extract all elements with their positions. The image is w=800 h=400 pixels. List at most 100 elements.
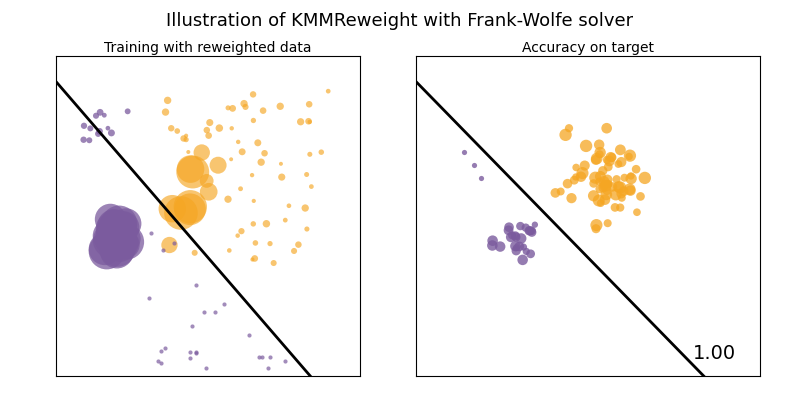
- Point: [106, 228, 119, 235]
- Point: [468, 162, 481, 168]
- Point: [209, 309, 222, 315]
- Point: [509, 233, 522, 239]
- Point: [158, 344, 171, 351]
- Point: [171, 128, 184, 134]
- Point: [601, 176, 614, 183]
- Point: [78, 122, 90, 129]
- Point: [594, 173, 606, 180]
- Point: [225, 156, 238, 162]
- Point: [200, 178, 213, 184]
- Point: [195, 149, 208, 156]
- Point: [598, 196, 611, 203]
- Point: [236, 148, 249, 155]
- Point: [502, 224, 515, 230]
- Point: [526, 228, 538, 234]
- Point: [458, 149, 470, 155]
- Point: [529, 222, 542, 228]
- Point: [604, 154, 617, 160]
- Point: [623, 152, 636, 159]
- Point: [601, 181, 614, 187]
- Point: [587, 180, 600, 187]
- Point: [594, 186, 606, 192]
- Point: [305, 183, 318, 190]
- Point: [246, 91, 259, 98]
- Point: [163, 242, 176, 248]
- Point: [526, 229, 538, 236]
- Point: [299, 205, 312, 211]
- Point: [625, 175, 638, 182]
- Point: [514, 235, 527, 242]
- Point: [247, 221, 260, 227]
- Point: [514, 223, 526, 229]
- Point: [292, 242, 305, 248]
- Point: [212, 162, 225, 168]
- Point: [254, 159, 267, 165]
- Point: [612, 161, 625, 167]
- Point: [102, 233, 115, 239]
- Point: [597, 184, 610, 191]
- Point: [116, 240, 129, 247]
- Point: [624, 188, 637, 194]
- Point: [98, 246, 111, 252]
- Point: [93, 128, 106, 134]
- Point: [100, 248, 113, 254]
- Point: [559, 132, 572, 138]
- Point: [279, 217, 292, 223]
- Point: [105, 225, 118, 232]
- Point: [110, 232, 123, 238]
- Point: [253, 354, 266, 360]
- Point: [576, 170, 589, 176]
- Point: [166, 206, 178, 212]
- Point: [601, 187, 614, 194]
- Point: [494, 243, 506, 250]
- Point: [117, 222, 130, 228]
- Point: [516, 257, 529, 263]
- Point: [578, 162, 591, 169]
- Point: [587, 192, 600, 199]
- Point: [152, 358, 165, 364]
- Point: [502, 227, 515, 234]
- Point: [520, 248, 533, 254]
- Point: [602, 164, 614, 170]
- Point: [218, 301, 230, 308]
- Point: [634, 193, 647, 200]
- Point: [120, 220, 133, 227]
- Point: [162, 97, 174, 104]
- Point: [157, 247, 170, 254]
- Point: [184, 355, 197, 362]
- Point: [303, 119, 316, 125]
- Point: [186, 169, 199, 175]
- Point: [614, 184, 626, 191]
- Point: [184, 166, 197, 172]
- Point: [102, 125, 114, 131]
- Point: [246, 256, 259, 263]
- Point: [510, 244, 522, 251]
- Point: [614, 147, 626, 153]
- Point: [523, 228, 536, 234]
- Point: [144, 230, 157, 236]
- Point: [278, 358, 291, 364]
- Point: [630, 166, 642, 172]
- Point: [274, 161, 287, 167]
- Point: [574, 174, 587, 180]
- Point: [92, 130, 105, 137]
- Point: [614, 190, 627, 197]
- Point: [203, 119, 216, 126]
- Point: [260, 220, 273, 227]
- Point: [300, 171, 313, 178]
- Point: [154, 360, 167, 366]
- Point: [246, 172, 258, 178]
- Point: [122, 108, 134, 114]
- Point: [623, 186, 636, 192]
- Point: [303, 151, 316, 158]
- Point: [275, 174, 288, 180]
- Point: [238, 100, 250, 107]
- Point: [593, 142, 606, 148]
- Point: [77, 136, 90, 143]
- Point: [121, 235, 134, 242]
- Point: [111, 228, 124, 234]
- Point: [267, 260, 280, 266]
- Point: [263, 354, 276, 360]
- Point: [600, 125, 613, 132]
- Point: [178, 135, 190, 142]
